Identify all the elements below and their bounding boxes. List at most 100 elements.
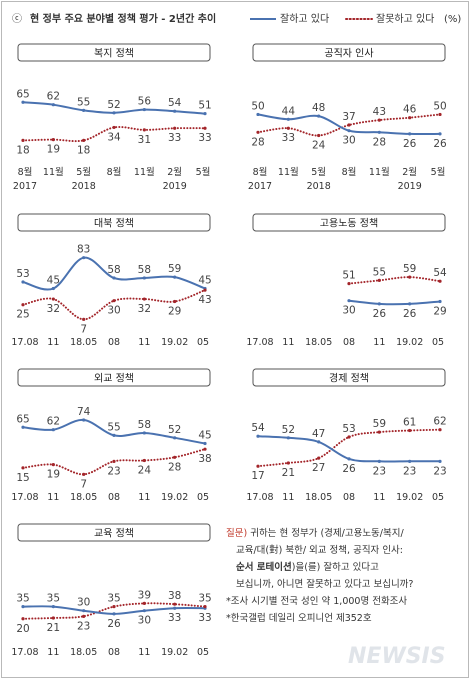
good-value-label: 54 (168, 97, 182, 109)
bad-value-label: 15 (16, 472, 29, 484)
x-tick-label: 08 (343, 337, 355, 348)
good-value-label: 29 (433, 305, 446, 317)
bad-value-label: 43 (198, 294, 211, 306)
bad-value-label: 28 (168, 461, 181, 473)
bad-point (438, 112, 442, 117)
x-tick-label: 11월 (278, 166, 299, 178)
good-value-label: 30 (342, 135, 355, 147)
good-value-label: 65 (16, 88, 29, 100)
bad-value-label: 32 (138, 303, 151, 315)
bad-point (317, 133, 321, 138)
bad-value-label: 23 (77, 620, 90, 632)
x-tick-label: 11월 (43, 166, 64, 178)
bad-value-label: 34 (107, 131, 121, 143)
bad-point (286, 126, 290, 130)
x-tick-label: 05 (197, 492, 209, 503)
bad-point (286, 461, 290, 465)
bad-point (51, 616, 55, 620)
good-value-label: 59 (168, 263, 181, 275)
bad-point (112, 299, 116, 303)
series-line-good (348, 299, 441, 306)
good-point (51, 428, 55, 432)
good-point (438, 459, 442, 463)
bad-point (21, 466, 25, 470)
bad-point (173, 126, 177, 130)
x-tick-label: 05 (197, 337, 209, 348)
good-value-label: 44 (282, 105, 296, 117)
bad-value-label: 53 (342, 423, 355, 435)
bad-value-label: 31 (138, 134, 151, 146)
x-tick-label: 18.05 (70, 647, 97, 658)
note-source1: *조사 시기별 전국 성인 약 1,000명 전화조사 (226, 596, 408, 607)
good-value-label: 52 (107, 99, 120, 111)
bad-value-label: 30 (107, 305, 120, 317)
good-value-label: 56 (138, 96, 152, 108)
panel-title: 고용노동 정책 (320, 218, 378, 230)
good-value-label: 51 (198, 100, 211, 112)
bad-value-label: 46 (403, 104, 417, 116)
note-question-line1: 질문) 귀하는 현 정부가 (경제/고용노동/복지/ (226, 525, 466, 542)
bad-value-label: 18 (16, 144, 29, 156)
good-value-label: 45 (47, 275, 60, 287)
x-tick-label: 19.02 (161, 337, 188, 348)
good-value-label: 55 (77, 96, 90, 108)
note-question-line4: 보십니까, 아니면 잘못하고 있다고 보십니까? (236, 579, 414, 590)
good-value-label: 58 (107, 264, 120, 276)
x-year-label: 2019 (163, 181, 187, 192)
good-point (347, 457, 351, 461)
good-point (21, 425, 25, 429)
good-point (377, 459, 381, 463)
good-value-label: 23 (433, 465, 446, 477)
x-tick-label: 18.05 (70, 337, 97, 348)
x-tick-label: 17.08 (11, 647, 38, 658)
good-value-label: 48 (312, 102, 325, 114)
good-value-label: 35 (47, 593, 60, 605)
x-tick-label: 05 (432, 492, 444, 503)
legend-bad-label: 잘못하고 있다 (376, 12, 434, 25)
x-tick-label: 18.05 (305, 492, 332, 503)
bad-point (377, 430, 381, 434)
good-point (112, 276, 116, 280)
bad-point (82, 317, 86, 321)
x-tick-label: 8월 (18, 166, 33, 178)
x-tick-label: 2월 (167, 166, 182, 178)
good-point (173, 436, 177, 440)
x-tick-label: 05 (197, 647, 209, 658)
x-tick-label: 18.05 (70, 492, 97, 503)
bad-value-label: 62 (433, 416, 446, 428)
watermark-text: NEWSIS (348, 644, 446, 669)
good-value-label: 23 (403, 465, 416, 477)
bad-value-label: 38 (168, 590, 181, 602)
x-tick-label: 08 (108, 492, 120, 503)
x-tick-label: 17.08 (246, 492, 273, 503)
good-point (51, 103, 55, 107)
bad-value-label: 20 (16, 623, 29, 635)
good-point (112, 612, 116, 616)
x-tick-label: 5월 (196, 166, 211, 178)
bad-value-label: 61 (403, 417, 416, 429)
panel-title-box (252, 368, 446, 387)
bad-value-label: 43 (373, 106, 386, 118)
panel-title-box (252, 213, 446, 232)
good-point (82, 609, 86, 613)
bad-point (317, 456, 321, 460)
good-point (21, 100, 25, 104)
panel-title-box (17, 523, 211, 542)
x-year-label: 2017 (13, 181, 37, 192)
x-tick-label: 19.02 (396, 492, 423, 503)
good-point (203, 112, 207, 116)
x-tick-label: 8월 (342, 166, 357, 178)
survey-note: 질문) 귀하는 현 정부가 (경제/고용노동/복지/ 교육/대(對) 북한/ 외… (226, 525, 466, 627)
good-point (142, 276, 146, 280)
figure-title: 현 정부 주요 분야별 정책 평가 - 2년간 추이 (30, 12, 216, 25)
bad-value-label: 54 (433, 267, 447, 279)
bad-point (256, 464, 260, 468)
x-tick-label: 11 (138, 337, 150, 348)
bad-value-label: 27 (312, 462, 325, 474)
bad-point (51, 462, 55, 467)
x-tick-label: 11 (138, 647, 150, 658)
x-tick-label: 11 (282, 492, 294, 503)
x-year-label: 2018 (72, 181, 96, 192)
